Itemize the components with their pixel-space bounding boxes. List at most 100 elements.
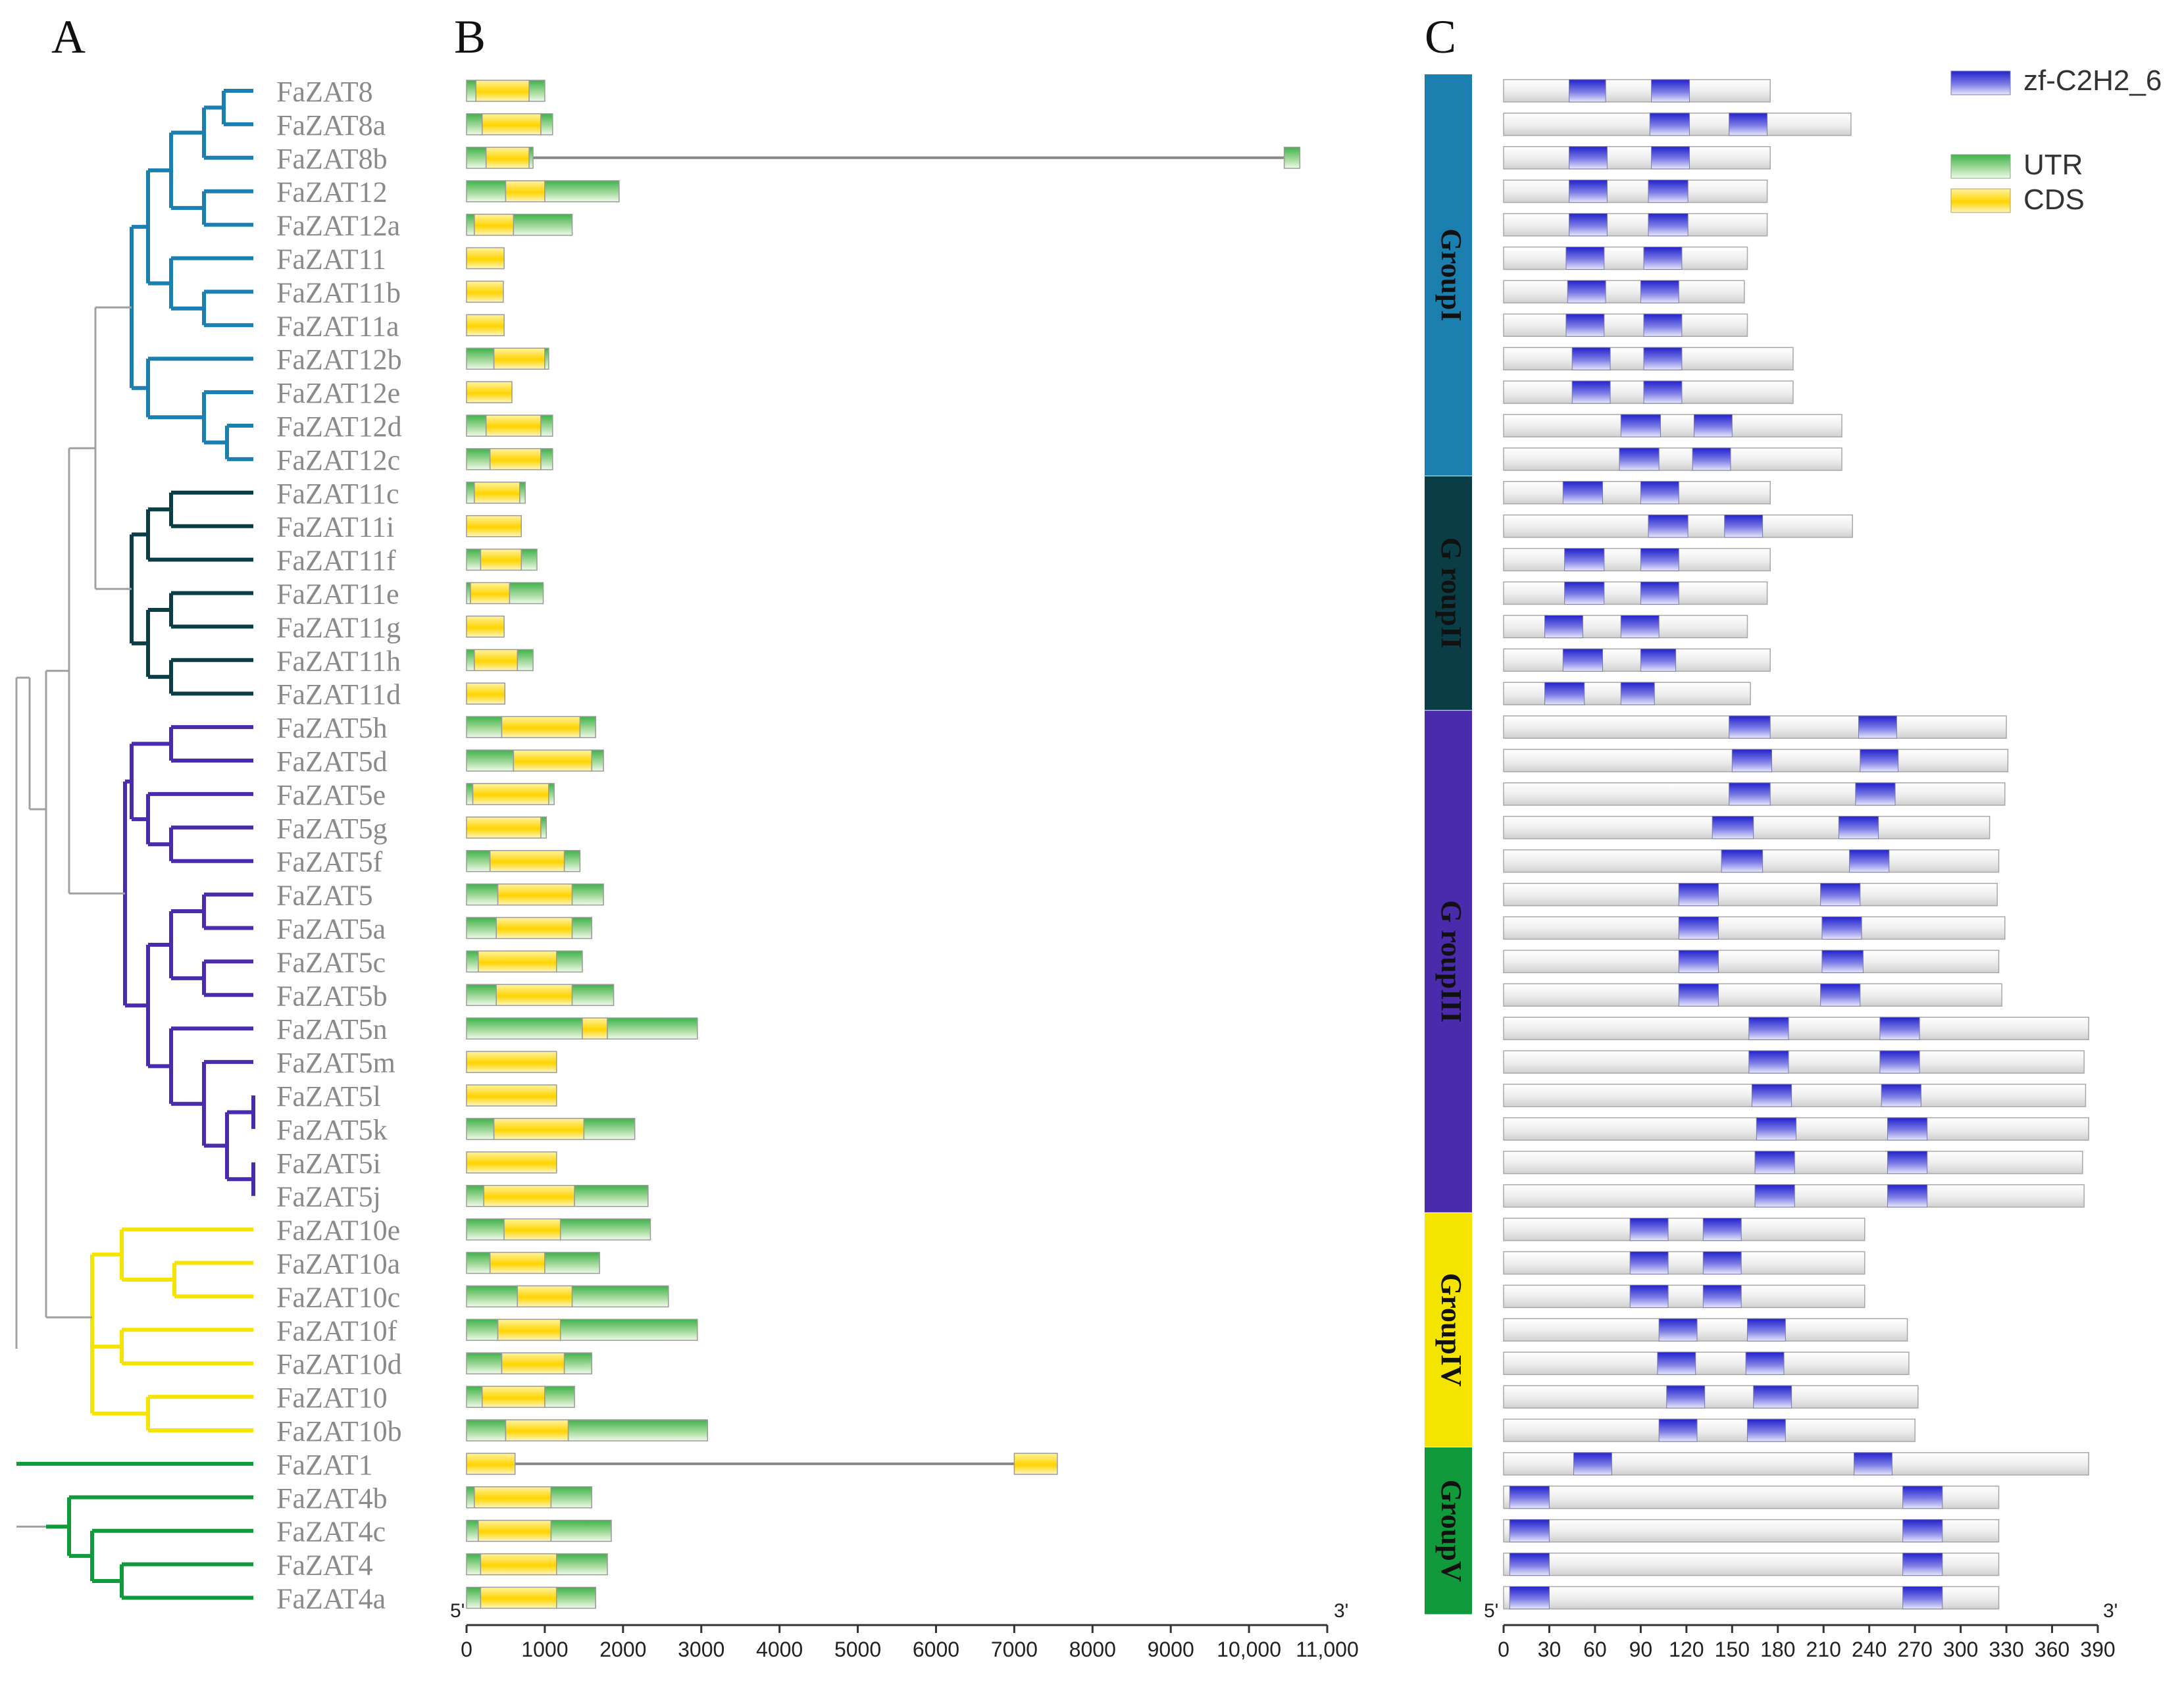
utr-block <box>466 950 479 973</box>
utr-block <box>466 1017 583 1040</box>
gene-label: FaZAT11b <box>276 276 401 309</box>
group-label: GroupV <box>1435 1480 1467 1582</box>
zf-c2h2-domain <box>1565 313 1605 337</box>
zf-c2h2-domain <box>1544 615 1583 638</box>
zf-c2h2-domain <box>1509 1553 1550 1576</box>
cds-block <box>1013 1453 1058 1475</box>
protein-bar <box>1503 581 1768 605</box>
protein-bar <box>1503 1318 1908 1342</box>
zf-c2h2-domain <box>1509 1486 1550 1509</box>
cds-block <box>466 1084 557 1107</box>
zf-c2h2-domain <box>1702 1251 1742 1274</box>
tick-label: 330 <box>1989 1638 2023 1661</box>
tick-label: 0 <box>1498 1638 1510 1661</box>
gene-label: FaZAT5n <box>276 1013 388 1045</box>
zf-c2h2-domain <box>1855 782 1896 806</box>
panel-label-a: A <box>51 11 86 63</box>
gene-label: FaZAT11f <box>276 545 396 577</box>
cds-block <box>475 80 530 102</box>
zf-c2h2-domain <box>1567 280 1606 303</box>
protein-bar <box>1503 1217 1866 1242</box>
tick-label: 11,000 <box>1296 1638 1359 1661</box>
cds-block <box>513 749 593 772</box>
zf-c2h2-domain <box>1751 1084 1792 1107</box>
protein-bar <box>1503 146 1771 170</box>
gene-label: FaZAT4b <box>276 1482 388 1515</box>
domain-panel: GroupI G roupII G roupIII GroupIV GroupV 0 30 6… <box>1425 74 2118 1661</box>
utr-block <box>466 180 507 203</box>
cds-block <box>466 1051 557 1073</box>
cds-block <box>489 1251 546 1274</box>
panel-label-b: B <box>454 11 486 63</box>
cds-block <box>501 716 581 738</box>
utr-block <box>544 180 620 203</box>
utr-block <box>544 1386 575 1408</box>
cds-block <box>466 314 505 337</box>
utr-block <box>550 1519 612 1542</box>
zf-c2h2-domain <box>1729 715 1771 739</box>
cds-block <box>489 448 542 470</box>
zf-c2h2-domain <box>1879 1016 1920 1040</box>
utr-block <box>540 414 553 437</box>
legend-swatch-domain <box>1950 70 2011 95</box>
cds-block <box>495 984 573 1007</box>
protein-bar <box>1503 313 1748 338</box>
utr-block <box>466 347 495 370</box>
zf-c2h2-domain <box>1748 1050 1789 1074</box>
cds-block <box>482 113 542 136</box>
utr-block <box>466 1318 499 1342</box>
utr-block <box>517 649 534 672</box>
gene-label: FaZAT5i <box>276 1147 381 1180</box>
utr-block <box>555 1586 596 1609</box>
zf-c2h2-domain <box>1640 481 1679 505</box>
gene-label: FaZAT5k <box>276 1114 388 1146</box>
zf-c2h2-domain <box>1640 280 1679 303</box>
gene-label: FaZAT5a <box>276 913 386 945</box>
protein-bar <box>1503 916 2006 940</box>
zf-c2h2-domain <box>1564 582 1605 605</box>
protein-bar <box>1503 547 1771 572</box>
tick-label: 120 <box>1669 1638 1704 1661</box>
cds-block <box>480 1586 557 1609</box>
utr-block <box>466 582 471 605</box>
zf-c2h2-domain <box>1902 1553 1943 1576</box>
cds-block <box>505 180 546 203</box>
zf-c2h2-domain <box>1649 113 1690 136</box>
protein-bar <box>1503 949 2000 974</box>
zf-c2h2-domain <box>1754 1151 1795 1174</box>
cds-block <box>485 147 530 169</box>
zf-c2h2-domain <box>1712 816 1754 840</box>
cds-block <box>466 247 505 270</box>
five-prime-label: 5' <box>450 1600 465 1622</box>
utr-block <box>466 548 482 571</box>
tick-label: 270 <box>1897 1638 1932 1661</box>
zf-c2h2-domain <box>1509 1519 1550 1543</box>
cds-block <box>478 950 557 973</box>
gene-label: FaZAT11e <box>276 578 399 611</box>
utr-block <box>555 950 583 973</box>
gene-label: FaZAT11h <box>276 645 401 677</box>
gene-label: FaZAT5h <box>276 712 388 744</box>
gene-label: FaZAT4 <box>276 1549 373 1582</box>
protein-bar <box>1503 246 1748 270</box>
gene-label: FaZAT12a <box>276 210 400 242</box>
protein-bar <box>1503 79 1771 103</box>
gene-label: FaZAT12d <box>276 411 402 443</box>
group-bar <box>1425 1213 1472 1447</box>
utr-block <box>466 1285 519 1308</box>
cds-block <box>474 649 519 672</box>
utr-block <box>528 147 534 169</box>
tick-label: 7000 <box>991 1638 1038 1661</box>
zf-c2h2-domain <box>1562 481 1604 505</box>
utr-block <box>466 1251 491 1274</box>
utr-block <box>466 649 475 672</box>
utr-block <box>563 1352 593 1374</box>
utr-block <box>466 1184 484 1207</box>
utr-block <box>466 984 497 1007</box>
zf-c2h2-domain <box>1629 1251 1669 1274</box>
protein-bar <box>1503 1385 1919 1409</box>
cds-block <box>495 916 573 940</box>
gene-label: FaZAT5c <box>276 946 386 978</box>
utr-block <box>466 482 475 504</box>
